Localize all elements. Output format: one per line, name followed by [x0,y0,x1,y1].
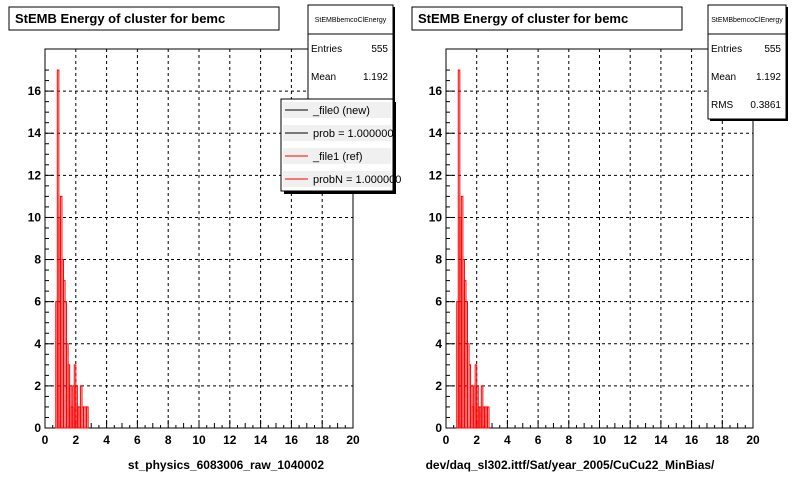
chart-title-box [8,6,280,31]
x-tick-label: 16 [285,433,299,447]
stats-name: StEMBbemcoClEnergy [711,17,783,24]
y-tick-label: 16 [429,84,443,98]
x-axis-label: st_physics_6083006_raw_1040002 [128,458,324,472]
x-tick-label: 2 [473,433,480,447]
x-tick-label: 8 [565,433,572,447]
y-tick-label: 6 [34,295,41,309]
legend-entry-bg [283,125,391,141]
legend-entry-bg [283,171,391,187]
x-tick-label: 6 [535,433,542,447]
y-tick-label: 8 [435,253,442,267]
stats-name: StEMBbemcoClEnergy [315,17,387,24]
x-tick-label: 14 [254,433,268,447]
legend-label: prob = 1.000000 [313,128,393,140]
y-tick-label: 4 [34,337,41,351]
stats-label: Entries [711,44,742,55]
y-tick-label: 14 [28,126,42,140]
x-tick-label: 10 [192,433,206,447]
x-tick-label: 16 [685,433,699,447]
x-tick-label: 12 [223,433,237,447]
y-tick-label: 14 [429,126,443,140]
histogram-bar [486,406,490,429]
x-tick-label: 4 [103,433,110,447]
x-tick-label: 4 [504,433,511,447]
x-tick-label: 0 [443,433,450,447]
chart-title-box [411,6,683,31]
x-tick-label: 2 [72,433,79,447]
stats-label: RMS [711,100,734,111]
y-tick-label: 10 [28,210,42,224]
legend-entry-bg [283,102,391,118]
y-tick-label: 2 [435,379,442,393]
y-tick-label: 10 [429,210,443,224]
y-tick-label: 8 [34,253,41,267]
x-tick-label: 20 [746,433,760,447]
stats-label: Mean [311,72,336,83]
legend-label: _file1 (ref) [312,151,363,163]
chart-title: StEMB Energy of cluster for bemc [418,11,628,26]
x-tick-label: 6 [134,433,141,447]
stats-label: Mean [711,72,736,83]
stats-label: Entries [311,44,342,55]
y-tick-label: 6 [435,295,442,309]
x-tick-label: 12 [624,433,638,447]
stats-value: 555 [764,44,781,55]
y-tick-label: 12 [28,168,42,182]
x-tick-label: 0 [42,433,49,447]
legend-label: probN = 1.000000 [313,174,401,186]
stats-value: 1.192 [363,72,388,83]
y-tick-label: 2 [34,379,41,393]
x-tick-label: 20 [346,433,360,447]
stats-value: 0.3861 [750,100,781,111]
stats-value: 555 [371,44,388,55]
y-tick-label: 4 [435,337,442,351]
y-tick-label: 16 [28,84,42,98]
stats-box [707,4,787,120]
y-tick-label: 0 [435,421,442,435]
x-tick-label: 18 [716,433,730,447]
histogram-panel-2: 0 2 4 6 8 10 12 14 16 18 20 0 2 4 6 8 10 12 14 16 dev/daq_sl… [411,4,788,472]
legend-label: _file0 (new) [312,105,370,117]
x-tick-label: 14 [654,433,668,447]
x-tick-label: 18 [316,433,330,447]
stats-value: 1.192 [756,72,781,83]
x-axis-label: dev/daq_sl302.ittf/Sat/year_2005/CuCu22_… [426,458,715,472]
histogram-bar [86,406,89,429]
chart-title: StEMB Energy of cluster for bemc [15,11,225,26]
x-tick-label: 10 [593,433,607,447]
x-tick-label: 8 [165,433,172,447]
y-tick-label: 0 [34,421,41,435]
y-tick-label: 12 [429,168,443,182]
histogram-panel-1: 0 2 4 6 8 10 12 14 16 18 20 0 2 4 6 8 10 12 14 16 st_physics… [8,4,401,472]
legend-entry-bg [283,148,391,164]
